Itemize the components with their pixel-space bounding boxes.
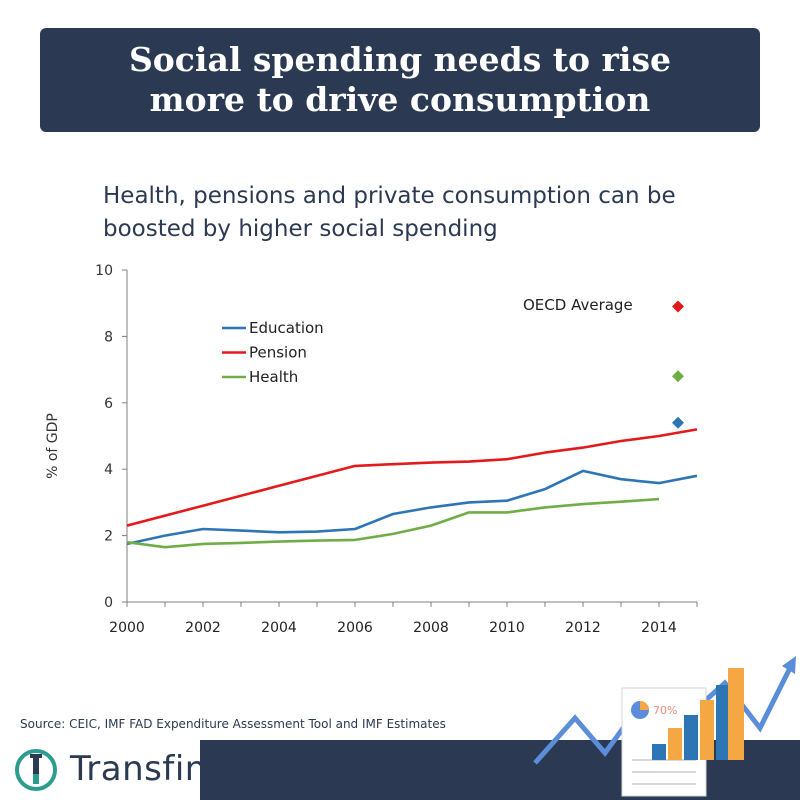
series-line-pension xyxy=(126,428,698,527)
y-tick-label: 8 xyxy=(104,329,113,345)
title-line-1: Social spending needs to rise xyxy=(128,40,672,79)
logo-area xyxy=(0,740,200,800)
title-banner: Social spending needs to rise more to dr… xyxy=(40,28,760,132)
series-line-health xyxy=(126,497,660,549)
oecd-marker-pension xyxy=(672,300,684,313)
x-tick-label: 2000 xyxy=(109,620,145,636)
brand-name: Transfin. xyxy=(70,749,219,789)
legend-label-health: Health xyxy=(249,368,298,386)
x-tick-label: 2004 xyxy=(261,620,297,636)
x-tick-label: 2006 xyxy=(337,620,373,636)
x-tick-label: 2010 xyxy=(489,620,525,636)
y-tick-label: 0 xyxy=(104,595,113,611)
report-illustration-icon: 70% xyxy=(533,656,796,797)
oecd-marker-health xyxy=(672,370,684,383)
x-tick-label: 2012 xyxy=(565,620,601,636)
page-title: Social spending needs to rise more to dr… xyxy=(129,40,671,120)
legend-label-education: Education xyxy=(249,319,324,337)
oecd-average-label: OECD Average xyxy=(523,296,633,314)
oecd-marker-education xyxy=(672,416,684,429)
legend-label-pension: Pension xyxy=(249,344,307,362)
x-tick-label: 2008 xyxy=(413,620,449,636)
source-note: Source: CEIC, IMF FAD Expenditure Assess… xyxy=(20,717,446,731)
y-tick-label: 4 xyxy=(104,462,113,478)
x-tick-label: 2002 xyxy=(185,620,221,636)
transfin-logo-icon xyxy=(15,749,57,791)
chart-subtitle: Health, pensions and private consumption… xyxy=(103,183,676,242)
illustration-percent-label: 70% xyxy=(653,704,677,717)
y-axis-label: % of GDP xyxy=(45,413,61,479)
x-tick-label: 2014 xyxy=(641,620,677,636)
series-line-education xyxy=(126,469,698,546)
y-tick-label: 10 xyxy=(95,263,113,279)
y-tick-label: 6 xyxy=(104,396,113,412)
y-tick-label: 2 xyxy=(104,529,113,545)
title-line-2: more to drive consumption xyxy=(149,80,651,119)
line-chart: 0 2 4 6 8 10 2000 2002 2004 2006 2008 2010 2012 2014%… xyxy=(45,263,698,636)
